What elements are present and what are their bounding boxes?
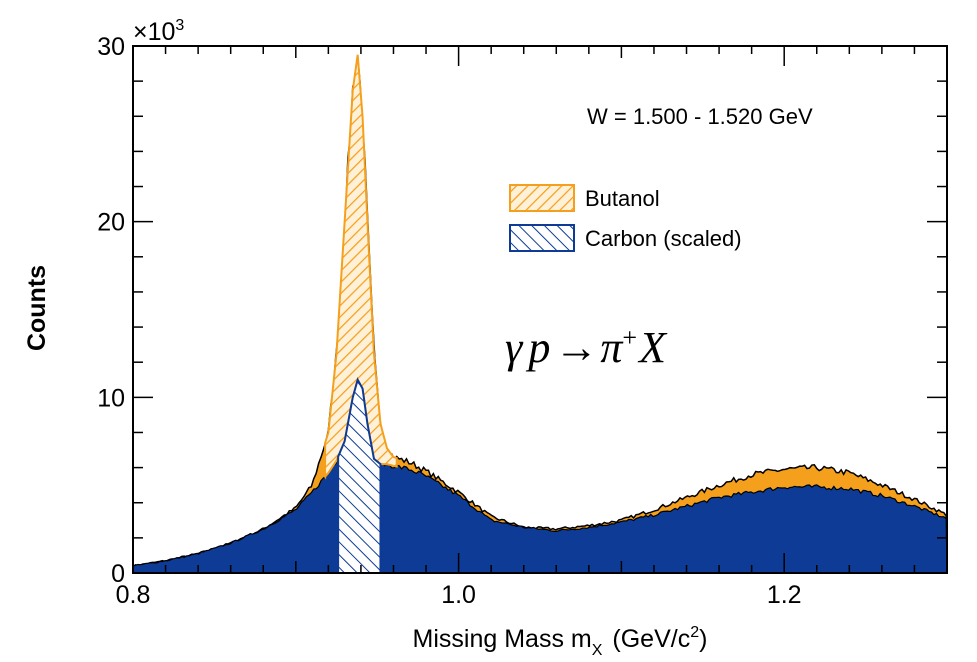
reaction-pi-charge: +	[622, 323, 637, 352]
reaction-X: X	[637, 323, 668, 372]
y-tick-label: 20	[97, 209, 125, 237]
x-tick-label: 0.8	[116, 581, 151, 609]
legend-swatch	[509, 224, 575, 252]
reaction-arrow: →	[554, 323, 598, 372]
kinematic-annotation: W = 1.500 - 1.520 GeV	[587, 104, 813, 129]
x-axis-title-unit: (GeV/c	[612, 625, 690, 653]
carbon-area	[133, 379, 947, 573]
x-axis-title: Missing Mass mX (GeV/c2)	[413, 624, 708, 659]
x-axis-title-sup: 2	[690, 624, 699, 641]
reaction-label: γ p→π+X	[505, 323, 668, 372]
legend-label: Butanol	[585, 186, 660, 211]
legend: Butanol Carbon (scaled)	[509, 184, 742, 252]
x-axis-title-close: )	[699, 625, 707, 653]
x-tick-label: 1.2	[767, 581, 802, 609]
y-axis-title: Counts	[23, 265, 51, 351]
legend-label: Carbon (scaled)	[585, 226, 742, 251]
reaction-gamma: γ	[505, 323, 524, 372]
axes: 0.8 1.0 1.2 0 10 20 30	[97, 33, 948, 609]
y-tick-label: 30	[97, 33, 125, 61]
y-multiplier-exp: 3	[175, 17, 184, 34]
reaction-pi: π	[600, 323, 624, 372]
y-tick-label: 0	[111, 560, 125, 588]
x-axis-title-main: Missing Mass m	[413, 625, 592, 653]
plot-frame	[132, 45, 948, 574]
plot-area	[133, 54, 947, 573]
x-axis-title-sub: X	[592, 642, 603, 659]
carbon-peak-hatch	[337, 377, 382, 573]
reaction-p: p	[525, 323, 550, 372]
y-multiplier-base: ×10	[133, 18, 175, 46]
x-tick-label: 1.0	[441, 581, 476, 609]
legend-swatch	[509, 184, 575, 212]
y-tick-label: 10	[97, 384, 125, 412]
y-multiplier: ×103	[133, 17, 184, 46]
